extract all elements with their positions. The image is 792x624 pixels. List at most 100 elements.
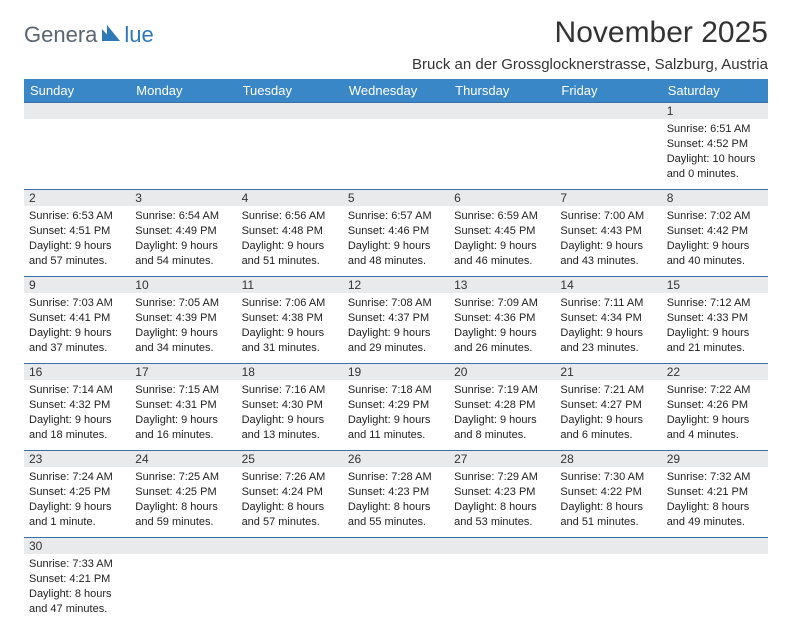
daynum-cell: 21 xyxy=(555,364,661,381)
day-cell xyxy=(237,119,343,190)
sunset-text: Sunset: 4:22 PM xyxy=(560,485,656,500)
sunrise-text: Sunrise: 7:22 AM xyxy=(667,383,763,398)
daylight-text: Daylight: 9 hours xyxy=(454,239,550,254)
week-row: Sunrise: 6:51 AMSunset: 4:52 PMDaylight:… xyxy=(24,119,768,190)
daynum-cell: 24 xyxy=(130,451,236,468)
sunset-text: Sunset: 4:21 PM xyxy=(667,485,763,500)
empty-day xyxy=(449,538,555,554)
daynum-cell xyxy=(449,538,555,555)
day-number: 19 xyxy=(343,364,449,380)
day-cell: Sunrise: 7:14 AMSunset: 4:32 PMDaylight:… xyxy=(24,380,130,451)
page-title: November 2025 xyxy=(412,16,768,50)
day-cell xyxy=(237,554,343,624)
day-info: Sunrise: 7:18 AMSunset: 4:29 PMDaylight:… xyxy=(348,383,444,442)
day-info: Sunrise: 7:05 AMSunset: 4:39 PMDaylight:… xyxy=(135,296,231,355)
day-info: Sunrise: 7:28 AMSunset: 4:23 PMDaylight:… xyxy=(348,470,444,529)
daylight-text: and 51 minutes. xyxy=(242,254,338,269)
sunrise-text: Sunrise: 7:15 AM xyxy=(135,383,231,398)
empty-day xyxy=(662,538,768,554)
day-cell: Sunrise: 7:02 AMSunset: 4:42 PMDaylight:… xyxy=(662,206,768,277)
daylight-text: Daylight: 9 hours xyxy=(560,326,656,341)
day-cell: Sunrise: 7:33 AMSunset: 4:21 PMDaylight:… xyxy=(24,554,130,624)
day-number: 14 xyxy=(555,277,661,293)
daylight-text: and 55 minutes. xyxy=(348,515,444,530)
day-number: 10 xyxy=(130,277,236,293)
daylight-text: Daylight: 9 hours xyxy=(29,239,125,254)
daynum-cell: 9 xyxy=(24,277,130,294)
daylight-text: Daylight: 8 hours xyxy=(348,500,444,515)
daylight-text: Daylight: 9 hours xyxy=(242,413,338,428)
day-info: Sunrise: 7:22 AMSunset: 4:26 PMDaylight:… xyxy=(667,383,763,442)
sunrise-text: Sunrise: 7:26 AM xyxy=(242,470,338,485)
sunrise-text: Sunrise: 7:19 AM xyxy=(454,383,550,398)
daylight-text: and 57 minutes. xyxy=(29,254,125,269)
empty-day xyxy=(343,103,449,119)
day-cell: Sunrise: 7:06 AMSunset: 4:38 PMDaylight:… xyxy=(237,293,343,364)
day-cell: Sunrise: 7:12 AMSunset: 4:33 PMDaylight:… xyxy=(662,293,768,364)
daylight-text: and 29 minutes. xyxy=(348,341,444,356)
sunrise-text: Sunrise: 7:16 AM xyxy=(242,383,338,398)
day-header-row: Sunday Monday Tuesday Wednesday Thursday… xyxy=(24,79,768,103)
day-number: 30 xyxy=(24,538,130,554)
title-block: November 2025 Bruck an der Grossglockner… xyxy=(412,16,768,79)
day-number: 28 xyxy=(555,451,661,467)
sunset-text: Sunset: 4:41 PM xyxy=(29,311,125,326)
daynum-cell: 15 xyxy=(662,277,768,294)
sunrise-text: Sunrise: 7:02 AM xyxy=(667,209,763,224)
sunrise-text: Sunrise: 7:24 AM xyxy=(29,470,125,485)
daylight-text: Daylight: 9 hours xyxy=(667,239,763,254)
day-info: Sunrise: 6:54 AMSunset: 4:49 PMDaylight:… xyxy=(135,209,231,268)
sunrise-text: Sunrise: 7:32 AM xyxy=(667,470,763,485)
day-header: Wednesday xyxy=(343,79,449,103)
daynum-cell: 22 xyxy=(662,364,768,381)
day-number: 13 xyxy=(449,277,555,293)
daylight-text: and 57 minutes. xyxy=(242,515,338,530)
day-cell: Sunrise: 7:21 AMSunset: 4:27 PMDaylight:… xyxy=(555,380,661,451)
day-cell: Sunrise: 7:09 AMSunset: 4:36 PMDaylight:… xyxy=(449,293,555,364)
daylight-text: and 26 minutes. xyxy=(454,341,550,356)
daylight-text: Daylight: 8 hours xyxy=(454,500,550,515)
day-info: Sunrise: 7:32 AMSunset: 4:21 PMDaylight:… xyxy=(667,470,763,529)
day-header: Sunday xyxy=(24,79,130,103)
daylight-text: and 16 minutes. xyxy=(135,428,231,443)
sunset-text: Sunset: 4:21 PM xyxy=(29,572,125,587)
day-cell xyxy=(555,119,661,190)
sunset-text: Sunset: 4:37 PM xyxy=(348,311,444,326)
day-info: Sunrise: 7:14 AMSunset: 4:32 PMDaylight:… xyxy=(29,383,125,442)
daylight-text: Daylight: 9 hours xyxy=(348,326,444,341)
sunset-text: Sunset: 4:27 PM xyxy=(560,398,656,413)
sunset-text: Sunset: 4:51 PM xyxy=(29,224,125,239)
sunset-text: Sunset: 4:31 PM xyxy=(135,398,231,413)
day-number: 3 xyxy=(130,190,236,206)
sunset-text: Sunset: 4:38 PM xyxy=(242,311,338,326)
daynum-cell: 17 xyxy=(130,364,236,381)
daynum-row: 9101112131415 xyxy=(24,277,768,294)
sunset-text: Sunset: 4:39 PM xyxy=(135,311,231,326)
daynum-cell xyxy=(555,538,661,555)
daynum-cell xyxy=(130,103,236,120)
day-info: Sunrise: 7:11 AMSunset: 4:34 PMDaylight:… xyxy=(560,296,656,355)
sunset-text: Sunset: 4:36 PM xyxy=(454,311,550,326)
week-row: Sunrise: 6:53 AMSunset: 4:51 PMDaylight:… xyxy=(24,206,768,277)
day-number: 21 xyxy=(555,364,661,380)
daylight-text: Daylight: 9 hours xyxy=(135,326,231,341)
daylight-text: and 43 minutes. xyxy=(560,254,656,269)
day-cell xyxy=(662,554,768,624)
logo-text-2: lue xyxy=(124,22,153,48)
daylight-text: Daylight: 9 hours xyxy=(348,413,444,428)
sunset-text: Sunset: 4:52 PM xyxy=(667,137,763,152)
daynum-cell: 16 xyxy=(24,364,130,381)
week-row: Sunrise: 7:03 AMSunset: 4:41 PMDaylight:… xyxy=(24,293,768,364)
daylight-text: and 46 minutes. xyxy=(454,254,550,269)
day-cell: Sunrise: 7:11 AMSunset: 4:34 PMDaylight:… xyxy=(555,293,661,364)
daylight-text: Daylight: 9 hours xyxy=(135,413,231,428)
day-number: 9 xyxy=(24,277,130,293)
day-cell xyxy=(130,554,236,624)
daylight-text: Daylight: 9 hours xyxy=(667,326,763,341)
daylight-text: and 18 minutes. xyxy=(29,428,125,443)
daynum-cell: 29 xyxy=(662,451,768,468)
daylight-text: Daylight: 9 hours xyxy=(348,239,444,254)
daynum-cell xyxy=(449,103,555,120)
week-row: Sunrise: 7:14 AMSunset: 4:32 PMDaylight:… xyxy=(24,380,768,451)
sunset-text: Sunset: 4:23 PM xyxy=(454,485,550,500)
